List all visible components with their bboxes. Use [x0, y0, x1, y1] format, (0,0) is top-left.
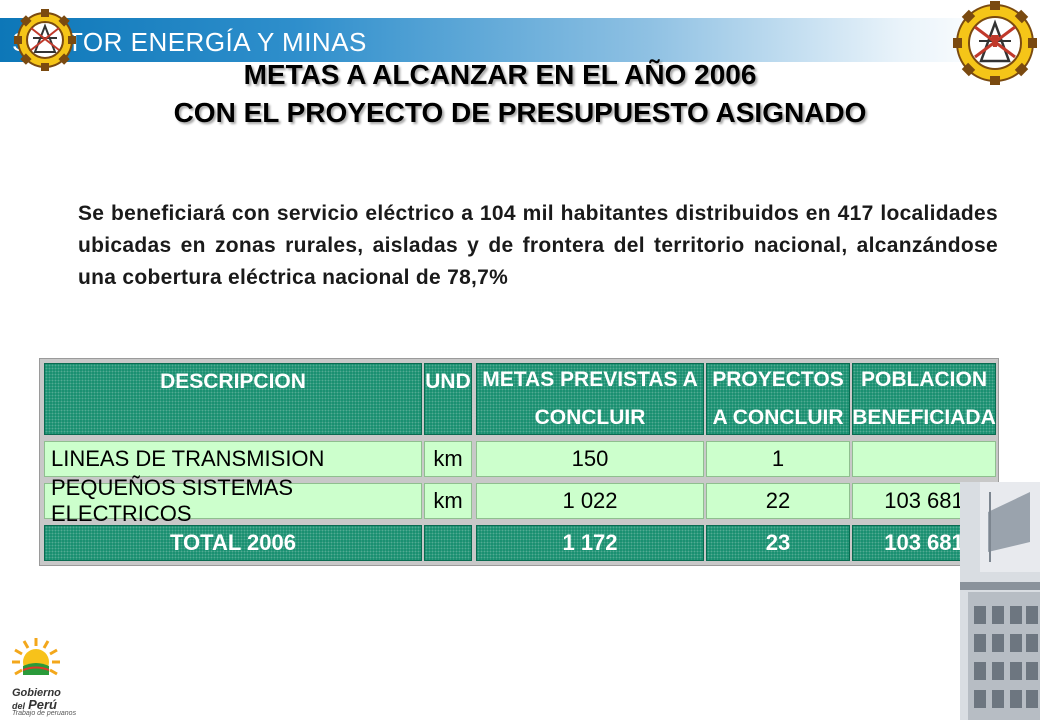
row2-metas: 1 022 [476, 483, 704, 519]
gobierno-peru-sun-icon [12, 638, 60, 676]
row2-proyectos: 22 [706, 483, 850, 519]
total-descripcion: TOTAL 2006 [44, 525, 422, 561]
total-und [424, 525, 472, 561]
row1-und: km [424, 441, 472, 477]
goals-table: DESCRIPCION UND METAS PREVISTAS A CONCLU… [39, 358, 999, 566]
header-band [0, 18, 1000, 62]
header-poblacion-line2: BENEFICIADA [852, 406, 996, 429]
row1-descripcion: LINEAS DE TRANSMISION [44, 441, 422, 477]
gov-logo-tagline: Trabajo de peruanos [12, 710, 77, 717]
header-und: UND [424, 363, 472, 435]
page-subtitle: CON EL PROYECTO DE PRESUPUESTO ASIGNADO [173, 97, 867, 128]
row1-poblacion [852, 441, 996, 477]
gov-logo-text: Gobierno del Perú [12, 688, 61, 712]
building-photo [960, 482, 1040, 720]
total-metas: 1 172 [476, 525, 704, 561]
gov-logo-line2: del [12, 701, 26, 711]
gov-logo-line3: Perú [28, 697, 57, 712]
gov-logo-line1: Gobierno [12, 687, 61, 699]
header-und-label: UND [425, 370, 471, 393]
mining-emblem-icon [953, 1, 1037, 85]
header-metas: METAS PREVISTAS A CONCLUIR [476, 363, 704, 435]
gear-emblem-icon [14, 9, 76, 71]
row2-und: km [424, 483, 472, 519]
total-proyectos: 23 [706, 525, 850, 561]
header-metas-line2: CONCLUIR [534, 406, 646, 429]
header-proyectos: PROYECTOS A CONCLUIR [706, 363, 850, 435]
header-descripcion-label: DESCRIPCION [160, 370, 306, 393]
header-poblacion: POBLACION BENEFICIADA [852, 363, 996, 435]
summary-paragraph: Se beneficiará con servicio eléctrico a … [78, 202, 998, 289]
header-descripcion: DESCRIPCION [44, 363, 422, 435]
header-proyectos-line1: PROYECTOS [712, 368, 844, 391]
header-metas-line1: METAS PREVISTAS A [482, 368, 698, 391]
header-proyectos-line2: A CONCLUIR [712, 406, 844, 429]
header-poblacion-line1: POBLACION [861, 368, 987, 391]
page-title: METAS A ALCANZAR EN EL AÑO 2006 [243, 59, 757, 90]
row2-descripcion: PEQUEÑOS SISTEMAS ELECTRICOS [44, 475, 422, 526]
row1-metas: 150 [476, 441, 704, 477]
row1-proyectos: 1 [706, 441, 850, 477]
